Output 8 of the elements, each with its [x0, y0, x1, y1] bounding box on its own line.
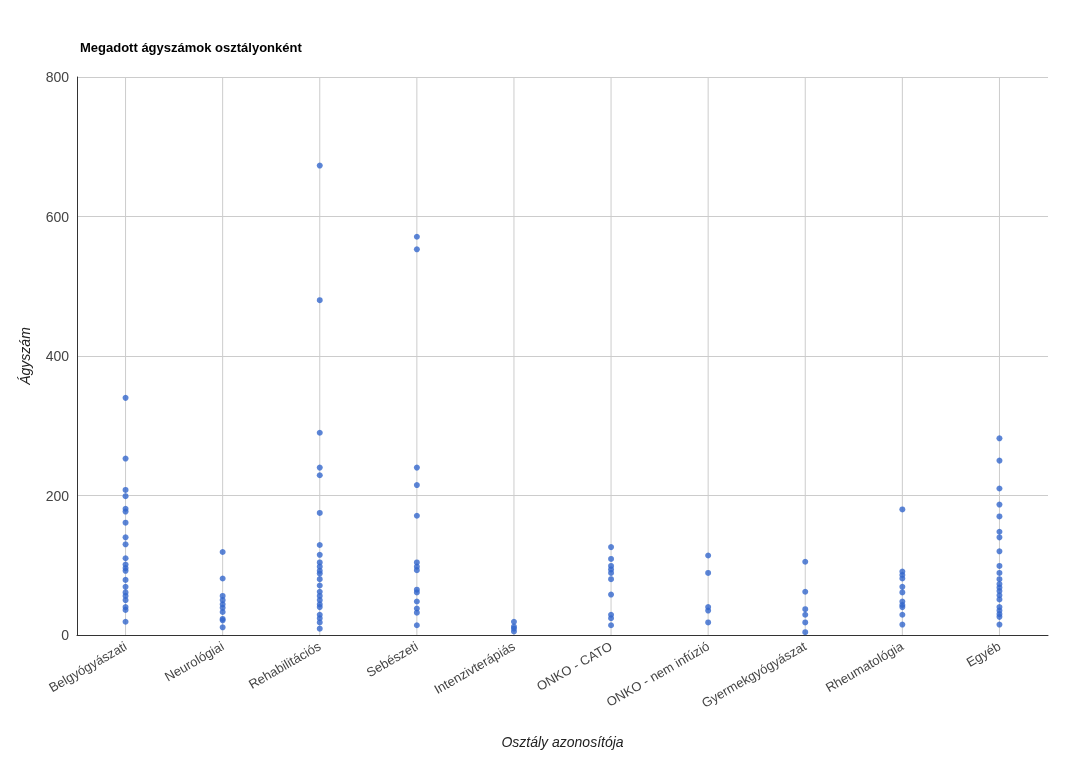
chart-title: Megadott ágyszámok osztályonként	[80, 40, 303, 55]
y-axis-title: Ágyszám	[17, 326, 33, 386]
x-axis-title: Osztály azonosítója	[501, 734, 624, 750]
y-tick-label: 200	[45, 487, 70, 504]
y-tick-label: 0	[61, 627, 70, 643]
y-tick-label: 400	[45, 348, 70, 364]
y-tick-label: 600	[45, 208, 70, 225]
y-tick-label: 800	[45, 69, 70, 85]
